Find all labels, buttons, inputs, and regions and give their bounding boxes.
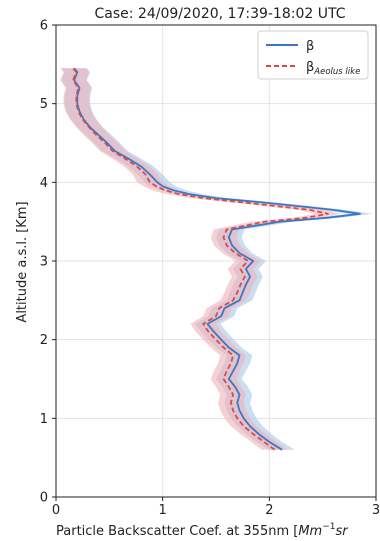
- y-axis-label: Altitude a.s.l. [Km]: [15, 201, 30, 322]
- x-axis-label-unit-1: Mm: [298, 524, 322, 539]
- y-tick-label-5: 5: [40, 97, 48, 112]
- chart-title: Case: 24/09/2020, 17:39-18:02 UTC: [95, 6, 346, 22]
- uncertainty-band-1: [60, 68, 341, 450]
- y-tick-label-3: 3: [40, 255, 48, 270]
- legend-label-beta-aeolus: βAeolus like: [306, 60, 360, 77]
- x-tick-label-0: 0: [52, 503, 60, 518]
- series-line-1: [72, 67, 329, 451]
- legend-label-beta-aeolus-main: β: [306, 60, 314, 75]
- y-tick-label-6: 6: [40, 19, 48, 34]
- y-tick-label-1: 1: [40, 412, 48, 427]
- y-tick-label-4: 4: [40, 176, 48, 191]
- x-axis-label-exp: −1: [322, 522, 335, 532]
- y-tick-label-2: 2: [40, 333, 48, 348]
- legend: β βAeolus like: [257, 30, 369, 80]
- y-tick-label-0: 0: [40, 491, 48, 506]
- x-axis-label: Particle Backscatter Coef. at 355nm [Mm−…: [56, 522, 349, 539]
- x-axis-label-unit-2: sr: [336, 524, 350, 539]
- legend-label-beta-aeolus-sub: Aeolus like: [313, 67, 360, 77]
- plot-area: 0 1 2 3 0 1 2 3 4 5 6: [40, 19, 380, 519]
- series-line-0: [73, 67, 361, 451]
- legend-label-beta: β: [306, 39, 314, 54]
- uncertainty-band-0: [61, 68, 373, 450]
- x-tick-label-1: 1: [159, 503, 167, 518]
- x-tick-label-3: 3: [372, 503, 380, 518]
- x-axis-label-main: Particle Backscatter Coef. at 355nm [: [56, 524, 298, 539]
- x-tick-label-2: 2: [265, 503, 273, 518]
